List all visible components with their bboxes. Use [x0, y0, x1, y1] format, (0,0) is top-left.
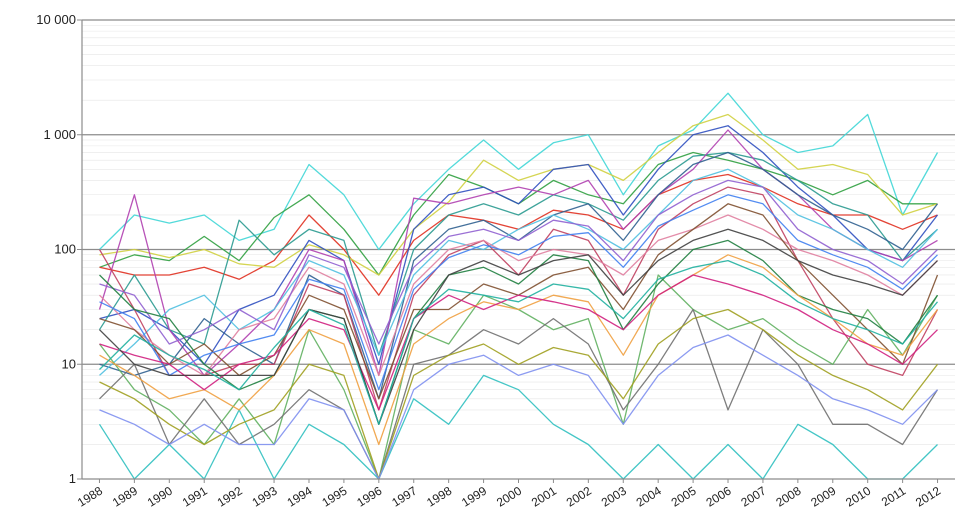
- series-line: [99, 334, 938, 480]
- x-tick-label: 2005: [669, 484, 699, 510]
- x-tick-label: 2003: [599, 484, 629, 510]
- x-tick-label: 2008: [773, 484, 803, 510]
- x-tick-label: 1992: [215, 484, 245, 510]
- x-tick-label: 1993: [250, 484, 280, 510]
- x-tick-label: 1988: [75, 484, 105, 510]
- series-line: [99, 214, 938, 377]
- x-tick-label: 2009: [808, 484, 838, 510]
- series-line: [99, 308, 939, 480]
- y-tick-label: 10 000: [36, 12, 76, 27]
- series-line: [99, 274, 938, 411]
- y-tick-label: 100: [54, 242, 76, 257]
- x-tick-label: 1996: [354, 484, 384, 510]
- x-tick-label: 1998: [424, 484, 454, 510]
- series-line: [98, 151, 938, 356]
- x-tick-label: 2007: [738, 484, 768, 510]
- y-tick-label: 1 000: [43, 127, 76, 142]
- y-tick-label: 10: [62, 356, 76, 371]
- series-line: [99, 194, 938, 391]
- x-tick-label: 2001: [529, 484, 559, 510]
- x-tick-label: 2006: [704, 484, 734, 510]
- x-tick-label: 1990: [145, 484, 175, 510]
- x-tick-label: 1989: [110, 484, 140, 510]
- series-line: [99, 113, 938, 276]
- x-tick-label: 2012: [913, 484, 943, 510]
- x-tick-label: 1994: [285, 484, 315, 510]
- series-line: [99, 179, 938, 345]
- x-tick-label: 1991: [180, 484, 210, 510]
- x-tick-label: 1995: [319, 484, 349, 510]
- series-layer: [98, 92, 939, 480]
- x-tick-label: 2000: [494, 484, 524, 510]
- x-tick-label: 2010: [843, 484, 873, 510]
- series-line: [99, 259, 939, 425]
- series-line: [99, 254, 939, 446]
- x-tick-label: 2004: [634, 484, 664, 510]
- x-tick-label: 1997: [389, 484, 419, 510]
- axis-layer: [77, 19, 955, 483]
- x-tick-label: 2002: [564, 484, 594, 510]
- series-line: [99, 92, 939, 251]
- x-tick-label: 1999: [459, 484, 489, 510]
- y-tick-label: 1: [69, 471, 76, 486]
- series-line: [99, 228, 938, 425]
- x-tick-label: 2011: [879, 484, 909, 510]
